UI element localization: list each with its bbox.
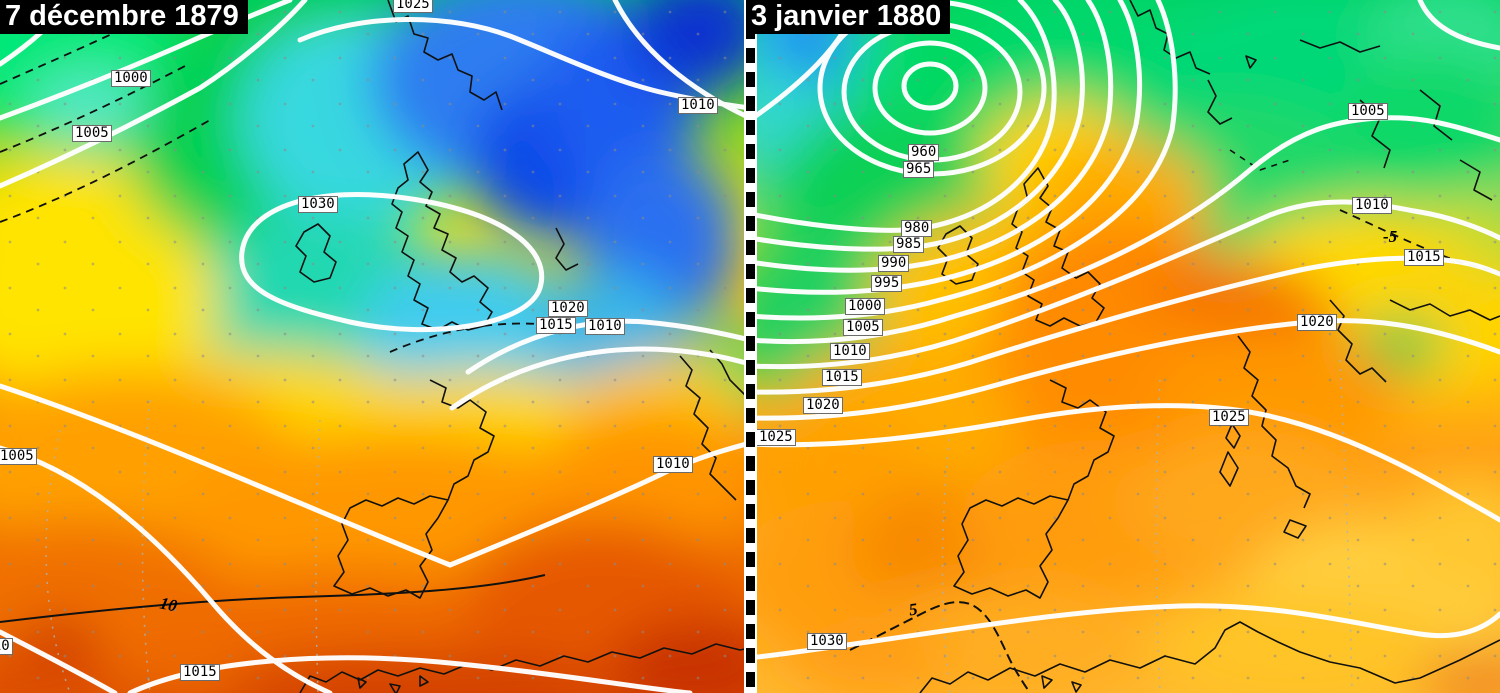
right-isobars bbox=[750, 0, 1500, 661]
isobar-label: 990 bbox=[878, 255, 910, 272]
isobar-label: 1025 bbox=[1209, 409, 1249, 426]
isobar-label: 1005 bbox=[843, 319, 883, 336]
isobar-label: 965 bbox=[903, 161, 935, 178]
isobar-label: 960 bbox=[908, 144, 940, 161]
isobar-label: 1005 bbox=[72, 125, 112, 142]
isobar-label: 1005 bbox=[0, 448, 37, 465]
right-graticule bbox=[941, 359, 1353, 693]
isobar-label: 1010 bbox=[653, 456, 693, 473]
panel-divider bbox=[744, 0, 757, 693]
isobar-label: 1030 bbox=[298, 196, 338, 213]
isobar-label: 985 bbox=[893, 236, 925, 253]
isobar-label: 1015 bbox=[822, 369, 862, 386]
right-coastlines bbox=[919, 0, 1500, 693]
isobar-label: 1010 bbox=[0, 638, 13, 655]
isobar-label: 1010 bbox=[678, 97, 718, 114]
isobar-label: 995 bbox=[871, 275, 903, 292]
isobar-label: 1030 bbox=[807, 633, 847, 650]
isobar-label: 1000 bbox=[845, 298, 885, 315]
isobar-label: 1010 bbox=[830, 343, 870, 360]
left-map-title: 7 décembre 1879 bbox=[0, 0, 248, 34]
isobar-label: 1020 bbox=[548, 300, 588, 317]
isobar-label: 1000 bbox=[111, 70, 151, 87]
temp-contour-label: 10 bbox=[158, 593, 179, 616]
isobar-label: 1010 bbox=[585, 318, 625, 335]
left-color-field bbox=[0, 0, 750, 693]
isobar-label: 1025 bbox=[393, 0, 433, 13]
isobar-label: 1020 bbox=[803, 397, 843, 414]
isobar-label: 1025 bbox=[756, 429, 796, 446]
isobar-label: 1015 bbox=[536, 317, 576, 334]
temp-contour-label: -5 bbox=[1383, 227, 1398, 246]
isobar-label: 1015 bbox=[1404, 249, 1444, 266]
isobar-label: 1010 bbox=[1352, 197, 1392, 214]
left-graticule bbox=[45, 399, 321, 693]
temp-contour-label: 5 bbox=[907, 599, 919, 620]
left-map-art bbox=[0, 0, 750, 693]
isobar-label: 1015 bbox=[180, 664, 220, 681]
isobar-label: 1020 bbox=[1297, 314, 1337, 331]
right-map-title: 3 janvier 1880 bbox=[746, 0, 951, 34]
isobar-label: 1005 bbox=[1348, 103, 1388, 120]
isobar-label: 980 bbox=[901, 220, 933, 237]
